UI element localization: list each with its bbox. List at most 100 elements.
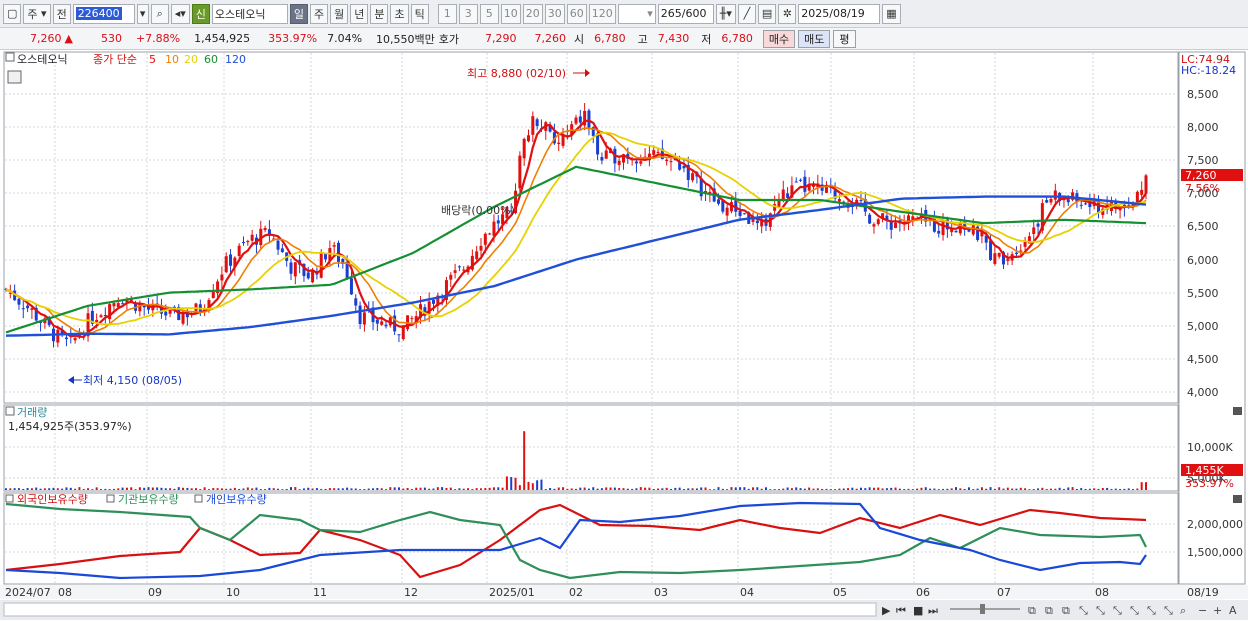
interval-1[interactable]: 1 <box>437 3 457 24</box>
tool-icon[interactable]: ⧉ <box>1045 604 1053 617</box>
interval-5[interactable]: 5 <box>479 3 499 24</box>
candle-body <box>937 230 941 234</box>
volume-panel-close-icon[interactable] <box>1233 407 1242 415</box>
volume-bar <box>203 487 206 490</box>
tab-tick[interactable]: 틱 <box>410 3 429 24</box>
volume-panel-menu-icon[interactable] <box>5 406 15 416</box>
volume-bar <box>730 487 733 490</box>
holding-panel-menu-icon[interactable] <box>5 494 14 503</box>
stop-icon[interactable]: ■ <box>913 604 923 617</box>
zoom-out-icon[interactable]: − <box>1198 604 1207 617</box>
interval-custom-select[interactable]: ▾ <box>617 3 656 24</box>
magnifier-icon[interactable]: ⌕ <box>1180 604 1186 617</box>
volume-bar <box>415 487 418 490</box>
tool-icon[interactable]: ⤡ <box>1147 604 1156 617</box>
candle-body <box>777 198 781 207</box>
candle-body <box>1023 240 1027 247</box>
stock-name-field[interactable]: 오스테오닉 <box>211 3 288 24</box>
tool-icon[interactable]: ⧉ <box>1028 604 1036 617</box>
zoom-in-icon[interactable]: + <box>1213 604 1222 617</box>
code-dropdown-icon[interactable]: ▾ <box>136 3 149 24</box>
volume-bar <box>695 488 698 490</box>
candle-body <box>976 226 980 240</box>
tab-week[interactable]: 주 <box>309 3 329 24</box>
tool-icon[interactable]: ⤡ <box>1096 604 1105 617</box>
interval-20[interactable]: 20 <box>522 3 543 24</box>
volume-bar <box>920 487 923 490</box>
candle-body <box>4 288 8 290</box>
scrollbar-track[interactable] <box>3 602 877 617</box>
candle-body <box>47 317 51 326</box>
volume-bar <box>220 488 223 490</box>
volume-bar <box>592 487 595 490</box>
code-input[interactable]: 226400 <box>72 3 135 24</box>
calendar-icon[interactable]: ▦ <box>882 3 901 24</box>
volume-bar <box>743 487 746 490</box>
candle-body <box>587 110 591 128</box>
search-icon[interactable]: ⌕ <box>150 3 169 24</box>
buy-button[interactable]: 매수 <box>762 29 796 48</box>
candle-body <box>280 248 284 253</box>
tab-year[interactable]: 년 <box>350 3 369 24</box>
x-tick: 10 <box>226 586 240 599</box>
x-tick: 02 <box>569 586 583 599</box>
interval-60[interactable]: 60 <box>566 3 587 24</box>
zoom-slider-handle[interactable] <box>980 604 985 614</box>
tab-day[interactable]: 일 <box>289 3 308 24</box>
tab-second[interactable]: 초 <box>390 3 409 24</box>
interval-30[interactable]: 30 <box>544 3 565 24</box>
sell-button[interactable]: 매도 <box>798 29 831 48</box>
draw-tool-icon[interactable]: ╱ <box>737 3 756 24</box>
candle-type-icon[interactable]: ╫▾ <box>715 3 736 24</box>
volume-bar <box>104 488 107 490</box>
auto-scale-icon[interactable]: A <box>1229 604 1237 617</box>
tool-icon[interactable]: ⤡ <box>1164 604 1173 617</box>
candle-body <box>475 251 479 260</box>
holding-panel-close-icon[interactable] <box>1233 495 1242 503</box>
candle-body <box>993 253 997 264</box>
volume-bar <box>501 487 504 490</box>
calculator-icon[interactable] <box>7 70 22 84</box>
high-price: 7,430 <box>657 32 690 45</box>
volume-bar <box>769 489 772 490</box>
eval-button[interactable]: 평 <box>833 29 856 48</box>
interval-10[interactable]: 10 <box>500 3 521 24</box>
count-field[interactable]: 265/600 <box>657 3 714 24</box>
x-tick: 06 <box>916 586 930 599</box>
interval-3[interactable]: 3 <box>458 3 478 24</box>
scroll-last-icon[interactable]: ⏭ <box>928 604 938 617</box>
candle-body <box>1014 252 1018 255</box>
tool-icon[interactable]: ⤡ <box>1113 604 1122 617</box>
candle-body <box>306 272 310 279</box>
scroll-first-icon[interactable]: ⏮ <box>896 604 906 617</box>
market-label: 주 <box>27 7 38 21</box>
chart-menu-icon[interactable]: ▢ <box>3 3 22 24</box>
tab-month[interactable]: 월 <box>330 3 349 24</box>
candle-body <box>168 308 172 314</box>
date-field[interactable]: 2025/08/19 <box>798 3 881 24</box>
volume-current-pct: 353.97% <box>1185 477 1234 490</box>
volume-bar <box>674 487 677 490</box>
stock-chart[interactable]: 오스테오닉 종가 단순 5 10 20 60 120 최고 8,880 (02/… <box>0 50 1248 621</box>
prev-button[interactable]: 전 <box>52 3 71 24</box>
ask-price: 7,260 <box>534 32 567 45</box>
candle-body <box>1002 252 1005 265</box>
tab-minute[interactable]: 분 <box>370 3 389 24</box>
tool-icon[interactable]: ⧉ <box>1062 604 1070 617</box>
panel-menu-icon[interactable] <box>5 52 15 62</box>
gear-icon[interactable]: ✲ <box>778 3 797 24</box>
candle-body <box>259 228 263 246</box>
candle-body <box>496 220 500 224</box>
volume-bar <box>480 488 482 490</box>
volume-bar <box>1101 487 1104 490</box>
market-select[interactable]: 주 ▾ <box>23 3 51 24</box>
save-icon[interactable]: ▤ <box>757 3 777 24</box>
tool-icon[interactable]: ⤡ <box>1130 604 1139 617</box>
scroll-right-icon[interactable]: ▶ <box>882 604 891 617</box>
tool-icon[interactable]: ⤡ <box>1079 604 1088 617</box>
candle-body <box>293 262 297 277</box>
speaker-icon[interactable]: ◂▾ <box>170 3 190 24</box>
candle-body <box>30 308 34 310</box>
interval-120[interactable]: 120 <box>588 3 616 24</box>
candle-body <box>250 234 254 241</box>
